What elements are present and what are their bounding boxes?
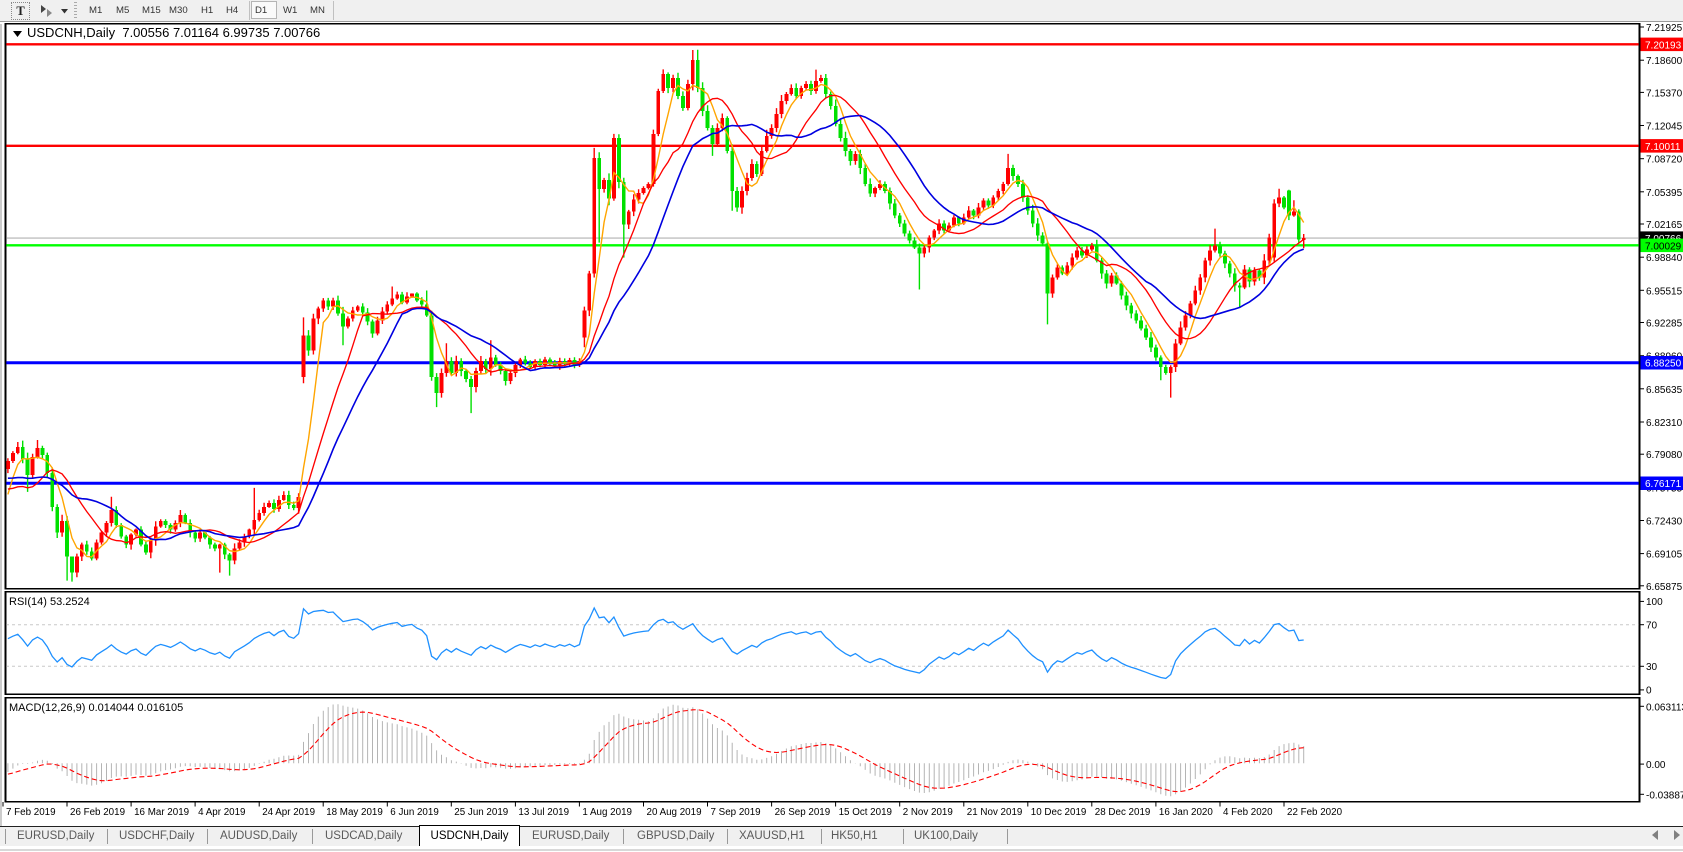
svg-text:0: 0	[1646, 686, 1652, 697]
svg-text:USDCNH,Daily 7.00556 7.01164: USDCNH,Daily 7.00556 7.01164 6.99735 7.0…	[27, 25, 320, 40]
svg-text:2 Nov 2019: 2 Nov 2019	[903, 807, 953, 818]
svg-text:6.88250: 6.88250	[1645, 359, 1682, 370]
svg-text:16 Mar 2019: 16 Mar 2019	[134, 807, 189, 818]
svg-text:7.02165: 7.02165	[1646, 220, 1683, 231]
svg-text:7.18600: 7.18600	[1646, 56, 1683, 67]
svg-text:7.20193: 7.20193	[1645, 40, 1682, 51]
svg-text:7.21925: 7.21925	[1646, 23, 1683, 34]
svg-text:4 Apr 2019: 4 Apr 2019	[198, 807, 245, 818]
svg-text:RSI(14) 53.2524: RSI(14) 53.2524	[9, 596, 90, 608]
svg-text:6.82310: 6.82310	[1646, 418, 1683, 429]
svg-text:6.69105: 6.69105	[1646, 550, 1683, 561]
svg-text:13 Jul 2019: 13 Jul 2019	[518, 807, 569, 818]
svg-text:6.76171: 6.76171	[1645, 479, 1682, 490]
svg-text:MACD(12,26,9) 0.014044 0.01610: MACD(12,26,9) 0.014044 0.016105	[9, 702, 183, 714]
svg-text:4 Feb 2020: 4 Feb 2020	[1223, 807, 1273, 818]
svg-text:6.79080: 6.79080	[1646, 450, 1683, 461]
svg-text:7 Sep 2019: 7 Sep 2019	[711, 807, 761, 818]
svg-text:-0.038872: -0.038872	[1646, 790, 1683, 801]
svg-text:6.65875: 6.65875	[1646, 582, 1683, 593]
svg-text:7.00029: 7.00029	[1645, 241, 1682, 252]
svg-text:7.15370: 7.15370	[1646, 88, 1683, 99]
svg-text:26 Sep 2019: 26 Sep 2019	[775, 807, 831, 818]
svg-text:100: 100	[1646, 597, 1663, 608]
svg-text:18 May 2019: 18 May 2019	[326, 807, 383, 818]
svg-text:6.72430: 6.72430	[1646, 517, 1683, 528]
svg-text:6.98840: 6.98840	[1646, 253, 1683, 264]
svg-text:7.05395: 7.05395	[1646, 188, 1683, 199]
svg-text:22 Feb 2020: 22 Feb 2020	[1287, 807, 1343, 818]
svg-text:7 Feb 2019: 7 Feb 2019	[6, 807, 56, 818]
svg-text:7.10011: 7.10011	[1645, 142, 1681, 153]
svg-text:6.85635: 6.85635	[1646, 385, 1683, 396]
svg-text:10 Dec 2019: 10 Dec 2019	[1031, 807, 1087, 818]
svg-text:6 Jun 2019: 6 Jun 2019	[390, 807, 438, 818]
svg-text:7.12045: 7.12045	[1646, 122, 1683, 133]
svg-text:30: 30	[1646, 662, 1658, 673]
svg-text:20 Aug 2019: 20 Aug 2019	[647, 807, 702, 818]
svg-text:7.08720: 7.08720	[1646, 155, 1683, 166]
svg-text:0.063113: 0.063113	[1646, 702, 1683, 713]
svg-text:21 Nov 2019: 21 Nov 2019	[967, 807, 1023, 818]
svg-text:6.92285: 6.92285	[1646, 319, 1683, 330]
svg-text:24 Apr 2019: 24 Apr 2019	[262, 807, 315, 818]
svg-text:6.95515: 6.95515	[1646, 286, 1683, 297]
svg-text:16 Jan 2020: 16 Jan 2020	[1159, 807, 1213, 818]
svg-text:26 Feb 2019: 26 Feb 2019	[70, 807, 125, 818]
svg-text:28 Dec 2019: 28 Dec 2019	[1095, 807, 1151, 818]
svg-text:70: 70	[1646, 621, 1658, 632]
svg-text:1 Aug 2019: 1 Aug 2019	[582, 807, 632, 818]
svg-text:0.00: 0.00	[1646, 760, 1666, 771]
svg-text:15 Oct 2019: 15 Oct 2019	[839, 807, 892, 818]
svg-text:25 Jun 2019: 25 Jun 2019	[454, 807, 508, 818]
